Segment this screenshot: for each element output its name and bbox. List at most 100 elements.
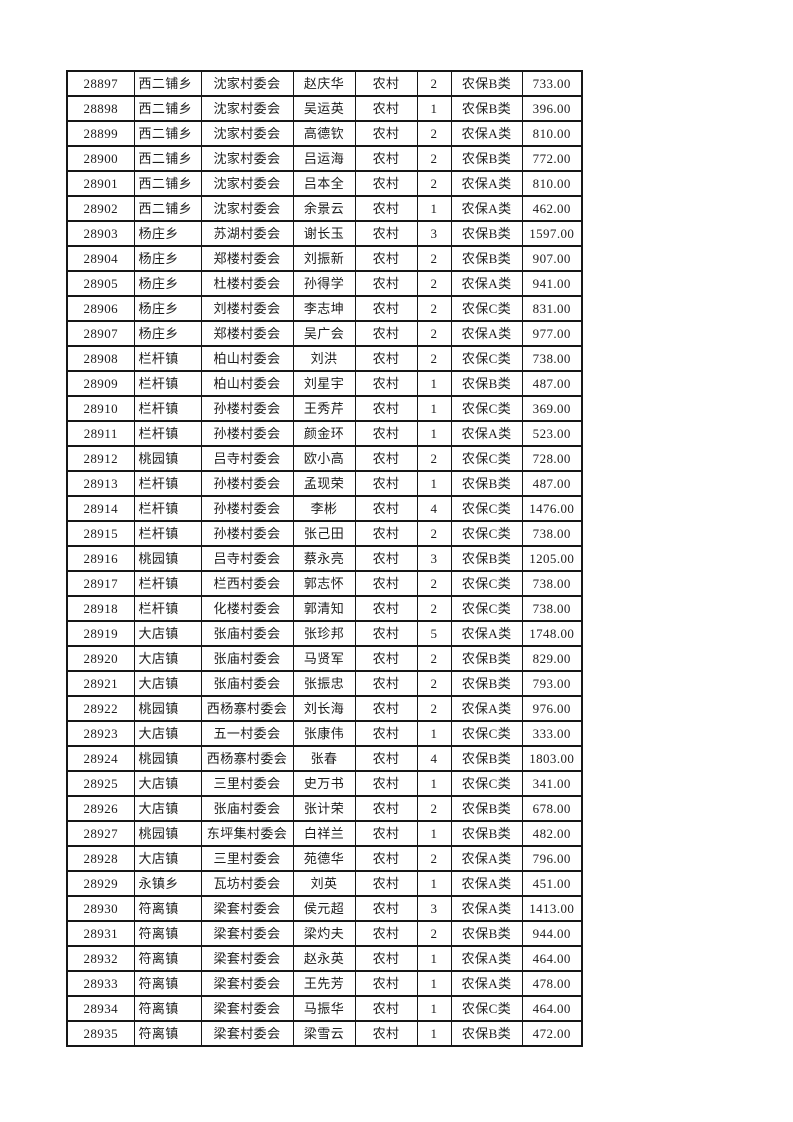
cell-person-name: 刘英 — [292, 870, 356, 897]
cell-record-id: 28901 — [66, 170, 135, 197]
cell-record-id: 28905 — [66, 270, 135, 297]
cell-amount: 482.00 — [521, 820, 583, 847]
cell-residence-type: 农村 — [354, 245, 418, 272]
cell-village-committee: 郑楼村委会 — [200, 245, 294, 272]
table-row: 28919 大店镇 张庙村委会 张珍邦 农村 5 农保A类 1748.00 — [66, 620, 583, 647]
cell-insurance-class: 农保A类 — [450, 620, 523, 647]
table-row: 28912 桃园镇 吕寺村委会 欧小高 农村 2 农保C类 728.00 — [66, 445, 583, 472]
cell-township: 西二铺乡 — [133, 170, 202, 197]
cell-person-count: 2 — [416, 645, 452, 672]
cell-amount: 810.00 — [521, 170, 583, 197]
cell-village-committee: 化楼村委会 — [200, 595, 294, 622]
cell-person-name: 王先芳 — [292, 970, 356, 997]
cell-township: 符离镇 — [133, 995, 202, 1022]
cell-person-name: 刘振新 — [292, 245, 356, 272]
cell-record-id: 28902 — [66, 195, 135, 222]
cell-township: 栏杆镇 — [133, 520, 202, 547]
cell-insurance-class: 农保B类 — [450, 245, 523, 272]
cell-person-count: 1 — [416, 945, 452, 972]
cell-township: 桃园镇 — [133, 745, 202, 772]
cell-record-id: 28917 — [66, 570, 135, 597]
cell-person-count: 1 — [416, 195, 452, 222]
cell-record-id: 28913 — [66, 470, 135, 497]
table-row: 28920 大店镇 张庙村委会 马贤军 农村 2 农保B类 829.00 — [66, 645, 583, 672]
cell-insurance-class: 农保B类 — [450, 220, 523, 247]
cell-residence-type: 农村 — [354, 620, 418, 647]
cell-record-id: 28904 — [66, 245, 135, 272]
cell-amount: 1476.00 — [521, 495, 583, 522]
cell-township: 栏杆镇 — [133, 570, 202, 597]
cell-record-id: 28903 — [66, 220, 135, 247]
cell-amount: 907.00 — [521, 245, 583, 272]
cell-amount: 738.00 — [521, 595, 583, 622]
cell-village-committee: 沈家村委会 — [200, 195, 294, 222]
cell-person-count: 2 — [416, 670, 452, 697]
cell-residence-type: 农村 — [354, 95, 418, 122]
cell-amount: 772.00 — [521, 145, 583, 172]
cell-insurance-class: 农保C类 — [450, 395, 523, 422]
cell-amount: 472.00 — [521, 1020, 583, 1047]
cell-residence-type: 农村 — [354, 770, 418, 797]
cell-record-id: 28930 — [66, 895, 135, 922]
cell-amount: 738.00 — [521, 570, 583, 597]
cell-township: 杨庄乡 — [133, 245, 202, 272]
cell-person-name: 张计荣 — [292, 795, 356, 822]
cell-residence-type: 农村 — [354, 295, 418, 322]
table-row: 28929 永镇乡 瓦坊村委会 刘英 农村 1 农保A类 451.00 — [66, 870, 583, 897]
cell-village-committee: 孙楼村委会 — [200, 470, 294, 497]
cell-person-name: 张春 — [292, 745, 356, 772]
cell-amount: 333.00 — [521, 720, 583, 747]
cell-person-name: 谢长玉 — [292, 220, 356, 247]
cell-person-count: 1 — [416, 720, 452, 747]
cell-person-name: 颜金环 — [292, 420, 356, 447]
cell-person-count: 1 — [416, 995, 452, 1022]
cell-insurance-class: 农保C类 — [450, 995, 523, 1022]
cell-amount: 941.00 — [521, 270, 583, 297]
cell-record-id: 28914 — [66, 495, 135, 522]
table-row: 28909 栏杆镇 柏山村委会 刘星宇 农村 1 农保B类 487.00 — [66, 370, 583, 397]
cell-residence-type: 农村 — [354, 145, 418, 172]
cell-township: 西二铺乡 — [133, 95, 202, 122]
table-row: 28905 杨庄乡 杜楼村委会 孙得学 农村 2 农保A类 941.00 — [66, 270, 583, 297]
cell-record-id: 28926 — [66, 795, 135, 822]
cell-residence-type: 农村 — [354, 370, 418, 397]
cell-insurance-class: 农保A类 — [450, 170, 523, 197]
cell-record-id: 28898 — [66, 95, 135, 122]
cell-residence-type: 农村 — [354, 320, 418, 347]
cell-person-count: 2 — [416, 70, 452, 97]
cell-village-committee: 沈家村委会 — [200, 170, 294, 197]
cell-person-count: 2 — [416, 145, 452, 172]
cell-person-name: 史万书 — [292, 770, 356, 797]
cell-township: 符离镇 — [133, 895, 202, 922]
cell-village-committee: 梁套村委会 — [200, 995, 294, 1022]
cell-person-name: 白祥兰 — [292, 820, 356, 847]
cell-insurance-class: 农保B类 — [450, 795, 523, 822]
cell-residence-type: 农村 — [354, 595, 418, 622]
cell-insurance-class: 农保C类 — [450, 770, 523, 797]
table-row: 28932 符离镇 梁套村委会 赵永英 农村 1 农保A类 464.00 — [66, 945, 583, 972]
cell-person-name: 余景云 — [292, 195, 356, 222]
cell-person-count: 5 — [416, 620, 452, 647]
cell-person-name: 张振忠 — [292, 670, 356, 697]
cell-person-name: 李志坤 — [292, 295, 356, 322]
cell-residence-type: 农村 — [354, 470, 418, 497]
cell-amount: 733.00 — [521, 70, 583, 97]
table-row: 28904 杨庄乡 郑楼村委会 刘振新 农村 2 农保B类 907.00 — [66, 245, 583, 272]
table-row: 28908 栏杆镇 柏山村委会 刘洪 农村 2 农保C类 738.00 — [66, 345, 583, 372]
cell-record-id: 28935 — [66, 1020, 135, 1047]
table-row: 28900 西二铺乡 沈家村委会 吕运海 农村 2 农保B类 772.00 — [66, 145, 583, 172]
cell-village-committee: 刘楼村委会 — [200, 295, 294, 322]
cell-amount: 478.00 — [521, 970, 583, 997]
cell-record-id: 28925 — [66, 770, 135, 797]
cell-amount: 793.00 — [521, 670, 583, 697]
table-row: 28928 大店镇 三里村委会 苑德华 农村 2 农保A类 796.00 — [66, 845, 583, 872]
table-row: 28934 符离镇 梁套村委会 马振华 农村 1 农保C类 464.00 — [66, 995, 583, 1022]
cell-village-committee: 梁套村委会 — [200, 1020, 294, 1047]
cell-amount: 1205.00 — [521, 545, 583, 572]
cell-insurance-class: 农保A类 — [450, 320, 523, 347]
cell-amount: 738.00 — [521, 345, 583, 372]
table-row: 28901 西二铺乡 沈家村委会 吕本全 农村 2 农保A类 810.00 — [66, 170, 583, 197]
cell-village-committee: 西杨寨村委会 — [200, 695, 294, 722]
cell-residence-type: 农村 — [354, 520, 418, 547]
cell-village-committee: 张庙村委会 — [200, 670, 294, 697]
